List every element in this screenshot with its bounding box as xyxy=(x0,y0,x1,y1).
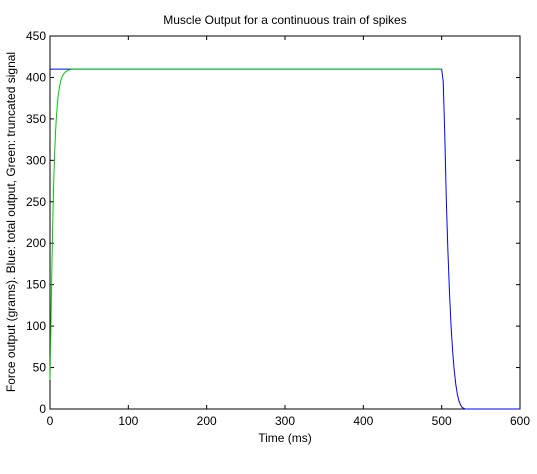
y-tick-label: 400 xyxy=(26,70,46,84)
chart-title: Muscle Output for a continuous train of … xyxy=(163,13,406,27)
x-axis-label: Time (ms) xyxy=(258,431,312,445)
y-tick-label: 200 xyxy=(26,236,46,250)
y-tick-label: 350 xyxy=(26,112,46,126)
y-tick-label: 250 xyxy=(26,195,46,209)
series-layer xyxy=(49,68,520,410)
series-line-0 xyxy=(50,68,520,410)
x-tick-label: 400 xyxy=(353,414,373,428)
x-tick-label: 600 xyxy=(510,414,530,428)
y-axis-label: Force output (grams). Blue: total output… xyxy=(4,52,18,392)
x-tick-label: 0 xyxy=(47,414,54,428)
y-tick-label: 150 xyxy=(26,278,46,292)
x-tick-label: 300 xyxy=(275,414,295,428)
axis-ticks: 0 100 200 300 400 500 600 0 50 100 150 200 250 300 350… xyxy=(26,29,530,428)
y-tick-label: 100 xyxy=(26,319,46,333)
y-tick-label: 0 xyxy=(39,402,46,416)
x-tick-label: 500 xyxy=(432,414,452,428)
y-tick-label: 50 xyxy=(33,361,47,375)
x-tick-label: 100 xyxy=(118,414,138,428)
plot-area xyxy=(49,35,521,410)
series-line-1 xyxy=(49,68,442,380)
x-tick-label: 200 xyxy=(197,414,217,428)
y-tick-label: 450 xyxy=(26,29,46,43)
y-tick-label: 300 xyxy=(26,153,46,167)
